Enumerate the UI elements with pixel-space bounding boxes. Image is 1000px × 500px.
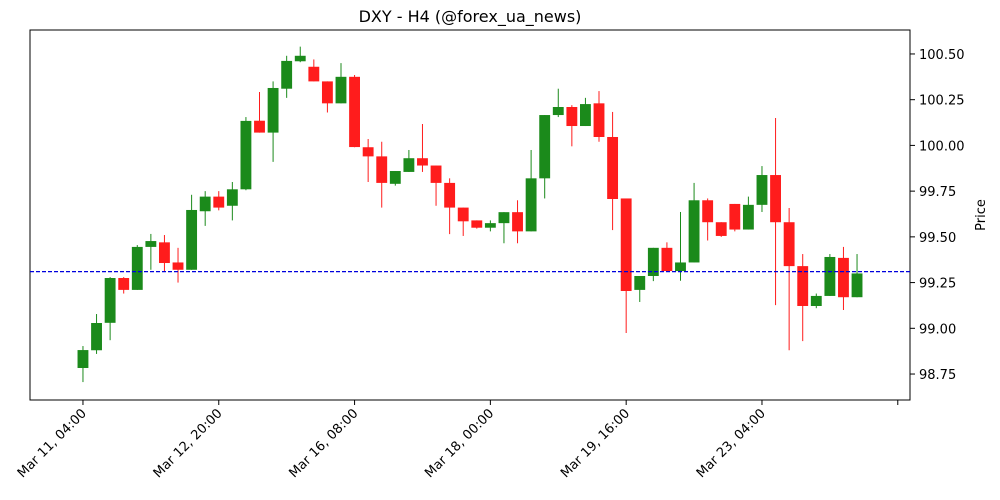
y-tick-label: 99.00 [919, 322, 956, 337]
y-tick-label: 100.00 [919, 139, 965, 154]
candle-body [729, 203, 741, 230]
y-tick-label: 100.50 [919, 48, 965, 63]
candle-body [607, 136, 619, 199]
candle-body [810, 295, 822, 306]
candle-body [498, 212, 510, 224]
y-tick-label: 99.25 [919, 277, 956, 292]
candle-body [417, 158, 428, 166]
y-tick-label: 98.75 [919, 368, 956, 383]
candle-body [552, 106, 564, 116]
candle-body [321, 81, 333, 104]
chart-title: DXY - H4 (@forex_ua_news) [359, 7, 582, 27]
x-tick-label: Mar 16, 08:00 [286, 406, 361, 481]
candle-body [838, 257, 849, 298]
candle-body [566, 106, 578, 127]
candle-body [444, 182, 456, 208]
candle-body [159, 242, 170, 264]
x-tick-label: Mar 18, 00:00 [422, 406, 497, 481]
candle-body [770, 175, 781, 223]
candle-body [349, 76, 360, 148]
candle-body [254, 120, 265, 133]
candle-body [742, 204, 754, 230]
y-tick-label: 100.25 [919, 94, 965, 109]
candle-body [756, 175, 768, 205]
candle-body [403, 158, 415, 172]
candle-body [783, 222, 795, 267]
x-tick-label: Mar 23, 04:00 [694, 406, 769, 481]
candle-body [675, 262, 686, 272]
candle-body [702, 200, 714, 223]
x-tick-label: Mar 19, 16:00 [558, 406, 633, 481]
candle-body [824, 256, 836, 296]
candle-body [539, 115, 551, 179]
candle-body [362, 147, 374, 157]
candle-body [199, 196, 211, 212]
candle-body [308, 66, 320, 82]
candle-body [471, 220, 483, 228]
x-tick-label: Mar 11, 04:00 [15, 406, 90, 481]
candle-body [457, 207, 469, 222]
y-axis-label: Price [974, 199, 989, 231]
candle-body [620, 198, 632, 291]
candle-body [376, 156, 388, 183]
candle-body [430, 165, 442, 183]
x-tick-label: Mar 12, 20:00 [151, 406, 226, 481]
y-tick-label: 99.75 [919, 185, 956, 200]
candle-body [797, 266, 809, 306]
candle-body [91, 323, 102, 351]
candle-body [77, 350, 89, 368]
candle-body [281, 60, 293, 89]
plot-frame [29, 29, 911, 401]
candle-body [851, 273, 863, 298]
candle-body [512, 212, 523, 232]
candle-body [145, 241, 157, 247]
candle-body [389, 171, 401, 184]
candle-body [580, 104, 591, 127]
candle-body [267, 87, 279, 133]
candle-body [213, 196, 225, 208]
candle-body [525, 178, 537, 232]
candle-body [294, 55, 306, 62]
candle-body [335, 76, 347, 104]
candle-body [484, 223, 496, 228]
candle-body [240, 120, 252, 190]
candle-body [593, 103, 605, 137]
candle-body [172, 262, 184, 270]
candle-body [104, 278, 116, 323]
candle-body [688, 200, 700, 263]
candle-body [226, 189, 238, 206]
candle-body [647, 247, 659, 276]
candle-body [715, 222, 727, 236]
candle-body [634, 275, 646, 290]
candle-body [118, 278, 130, 290]
y-tick-label: 99.50 [919, 231, 956, 246]
candle-body [661, 247, 673, 272]
candle-body [131, 246, 143, 290]
candle-body [186, 209, 198, 270]
